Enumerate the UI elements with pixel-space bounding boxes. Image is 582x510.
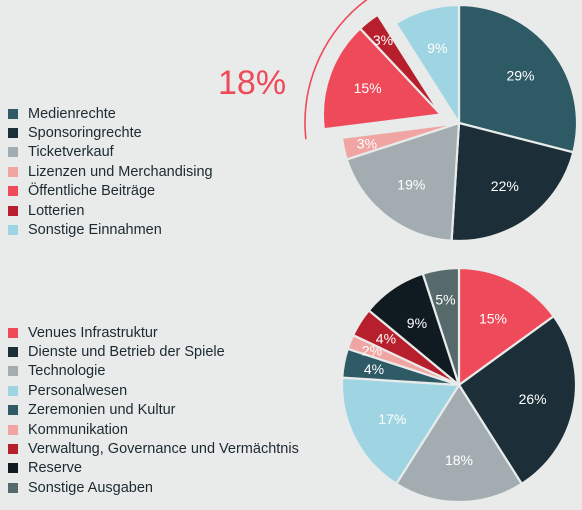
highlight-arc [304, 0, 368, 140]
legend-swatch [8, 482, 18, 493]
legend-item-technologie: Technologie [8, 362, 299, 381]
slice-label-medienrechte: 29% [506, 67, 534, 83]
legend-item-sonstige-einnahmen: Sonstige Einnahmen [8, 220, 213, 239]
legend-item-sponsoringrechte: Sponsoringrechte [8, 123, 213, 142]
legend-swatch [8, 186, 18, 197]
legend-swatch [8, 405, 18, 416]
legend-item-lizenzen-und-merchandising: Lizenzen und Merchandising [8, 162, 213, 181]
legend-swatch [8, 147, 18, 158]
pie-slice-sonstige-ausgaben [421, 266, 461, 387]
pie-slice-lotterien [359, 13, 443, 116]
legend-swatch [8, 166, 18, 177]
legend-label: Technologie [28, 363, 106, 380]
pie-slice-technologie [395, 383, 523, 504]
legend-swatch [8, 444, 18, 455]
legend-label: Kommunikation [28, 421, 128, 438]
legend-item-lotterien: Lotterien [8, 201, 213, 220]
legend-item-kommunikation: Kommunikation [8, 420, 299, 439]
legend-label: Ticketverkauf [28, 144, 114, 161]
pie-slice-sponsoringrechte [450, 121, 575, 243]
slice-label-zeremonien-und-kultur: 4% [364, 361, 384, 377]
legend-item-venues-infrastruktur: Venues Infrastruktur [8, 323, 299, 342]
legend-label: Reserve [28, 460, 82, 477]
slice-label-lotterien: 3% [373, 32, 393, 48]
pie-slice-dienste-und-betrieb-der-spiele [457, 315, 578, 485]
legend-item-oeffentliche-beitraege: Öffentliche Beiträge [8, 182, 213, 201]
legend-item-zeremonien-und-kultur: Zeremonien und Kultur [8, 401, 299, 420]
legend-swatch [8, 108, 18, 119]
slice-label-oeffentliche-beitraege: 15% [354, 80, 382, 96]
legend-item-dienste-und-betrieb-der-spiele: Dienste und Betrieb der Spiele [8, 342, 299, 361]
slice-label-sponsoringrechte: 22% [491, 178, 519, 194]
legend-item-personalwesen: Personalwesen [8, 381, 299, 400]
pie-slice-medienrechte [457, 3, 579, 154]
legend-swatch [8, 347, 18, 358]
pie-slice-ticketverkauf [345, 121, 461, 242]
legend-label: Lizenzen und Merchandising [28, 163, 213, 180]
legend-label: Öffentliche Beiträge [28, 183, 156, 200]
slice-label-lizenzen-und-merchandising: 3% [357, 136, 377, 152]
legend-label: Personalwesen [28, 382, 128, 399]
legend-item-medienrechte: Medienrechte [8, 104, 213, 123]
slice-label-technologie: 18% [445, 452, 473, 468]
legend-label: Venues Infrastruktur [28, 324, 158, 341]
pie-slice-oeffentliche-beitraege [321, 27, 443, 131]
slice-label-dienste-und-betrieb-der-spiele: 26% [519, 391, 547, 407]
legend-swatch [8, 385, 18, 396]
legend-swatch [8, 327, 18, 338]
legend-swatch [8, 225, 18, 236]
pie-slice-personalwesen [340, 376, 461, 485]
legend-label: Verwaltung, Governance und Vermächtnis [28, 441, 299, 458]
legend-swatch [8, 366, 18, 377]
slice-label-ticketverkauf: 19% [397, 177, 425, 193]
slice-label-sonstige-ausgaben: 5% [435, 292, 455, 308]
legend-item-sonstige-ausgaben: Sonstige Ausgaben [8, 478, 299, 497]
revenue-legend: Medienrechte Sponsoringrechte Ticketverkau… [8, 104, 213, 240]
legend-label: Zeremonien und Kultur [28, 402, 176, 419]
slice-label-sonstige-einnahmen: 9% [427, 40, 447, 56]
legend-label: Dienste und Betrieb der Spiele [28, 344, 225, 361]
pie-slice-lizenzen-und-merchandising [340, 121, 461, 161]
revenue-pie: 29% 22% 19% 3% 15% 3% 9% [321, 3, 579, 243]
legend-item-ticketverkauf: Ticketverkauf [8, 143, 213, 162]
legend-swatch [8, 128, 18, 139]
highlight-percentage: 18% [218, 64, 286, 102]
legend-item-verwaltung-governance-und-vermaechtnis: Verwaltung, Governance und Vermächtnis [8, 439, 299, 458]
legend-label: Medienrechte [28, 105, 116, 122]
slice-label-reserve: 9% [407, 315, 427, 331]
legend-swatch [8, 205, 18, 216]
legend-item-reserve: Reserve [8, 459, 299, 478]
legend-label: Sonstige Einnahmen [28, 222, 162, 239]
legend-swatch [8, 463, 18, 474]
pie-slice-sonstige-einnahmen [394, 3, 461, 125]
legend-label: Sonstige Ausgaben [28, 479, 153, 496]
slice-label-verwaltung-governance-und-vermaechtnis: 4% [376, 331, 396, 347]
slice-label-personalwesen: 17% [378, 411, 406, 427]
legend-label: Lotterien [28, 202, 85, 219]
legend-swatch [8, 424, 18, 435]
legend-label: Sponsoringrechte [28, 125, 142, 142]
slice-label-venues-infrastruktur: 15% [479, 310, 507, 326]
pie-slice-venues-infrastruktur [457, 266, 555, 387]
expense-legend: Venues Infrastruktur Dienste und Betrieb … [8, 323, 299, 498]
expense-pie: 15%26%18%17%4%2%4%9%5% [340, 266, 578, 504]
